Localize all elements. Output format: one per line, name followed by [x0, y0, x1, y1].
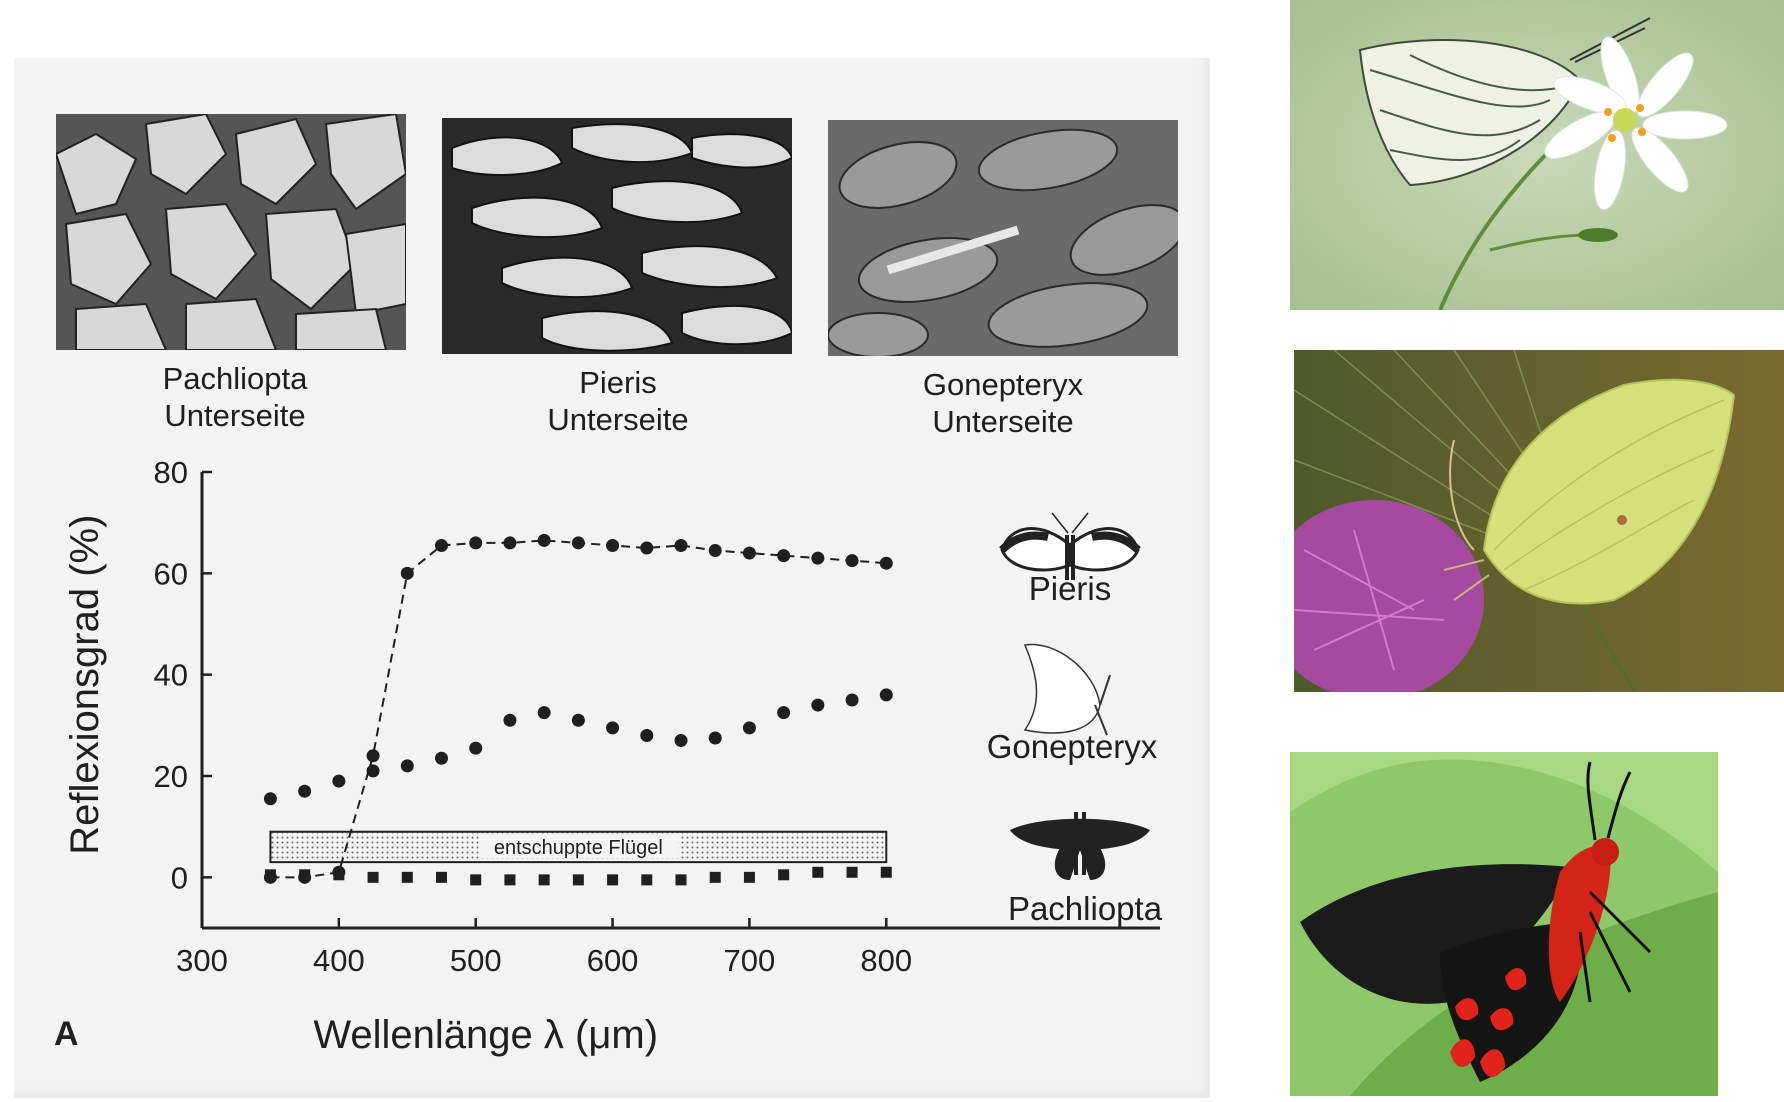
x-axis-label: Wellenlänge λ (μm) — [313, 1013, 658, 1057]
series-line-pieris — [270, 539, 887, 879]
point-pachliopta — [572, 874, 584, 886]
gonepteryx-silhouette-icon — [1023, 643, 1111, 736]
sem-image-pachliopta — [56, 114, 406, 350]
sem-image-pieris — [442, 118, 792, 354]
point-pachliopta — [709, 871, 721, 883]
point-pachliopta — [846, 866, 858, 878]
point-gonepteryx — [366, 764, 380, 778]
point-gonepteryx — [400, 759, 414, 773]
reflectance-chart: entschuppte Flügel 0 20 40 60 80 300 400 500 600… — [63, 455, 1163, 1057]
point-gonepteryx — [708, 731, 722, 745]
chart-band: entschuppte Flügel — [269, 830, 888, 864]
point-gonepteryx — [571, 713, 585, 727]
sem-caption-side: Unterseite — [547, 402, 689, 437]
sem-caption-pieris: Pieris Unterseite — [483, 364, 753, 438]
point-pieris — [879, 556, 893, 570]
sem-caption-name: Gonepteryx — [922, 367, 1084, 402]
sem-image-gonepteryx — [828, 120, 1178, 356]
x-tick-label: 700 — [724, 943, 776, 978]
point-gonepteryx — [469, 741, 483, 755]
point-gonepteryx — [298, 784, 312, 798]
point-pachliopta — [743, 871, 755, 883]
point-gonepteryx — [263, 792, 277, 806]
pachliopta-silhouette-icon — [1010, 812, 1150, 880]
point-pachliopta — [264, 869, 276, 881]
point-gonepteryx — [332, 774, 346, 788]
point-pieris — [469, 536, 483, 550]
point-pieris — [400, 566, 414, 580]
point-gonepteryx — [435, 751, 448, 765]
y-tick-label: 80 — [154, 455, 188, 490]
sem-caption-name: Pachliopta — [162, 361, 308, 396]
point-pachliopta — [436, 871, 447, 883]
y-tick-label: 0 — [171, 860, 188, 895]
chart-legend-art — [999, 512, 1150, 880]
sem-caption-gonepteryx: Gonepteryx Unterseite — [868, 366, 1138, 440]
legend-label-pachliopta: Pachliopta — [1008, 890, 1163, 927]
point-pachliopta — [333, 869, 345, 881]
point-pieris — [777, 549, 791, 563]
band-label: entschuppte Flügel — [494, 837, 663, 859]
point-gonepteryx — [811, 698, 825, 712]
gonepteryx-photo — [1294, 350, 1784, 692]
point-pachliopta — [504, 874, 516, 886]
point-pieris — [435, 538, 448, 552]
sem-caption-pachliopta: Pachliopta Unterseite — [100, 360, 370, 434]
point-pieris — [811, 551, 825, 565]
legend-label-gonepteryx: Gonepteryx — [987, 728, 1158, 765]
chart-labels: 0 20 40 60 80 300 400 500 600 700 800 Wellenlänge λ… — [63, 455, 1163, 1057]
point-gonepteryx — [537, 706, 551, 720]
pachliopta-photo — [1290, 752, 1718, 1096]
point-pachliopta — [812, 866, 824, 878]
pieris-photo — [1290, 0, 1784, 310]
point-pachliopta — [299, 869, 311, 881]
x-tick-label: 500 — [450, 943, 502, 978]
panel-letter: A — [54, 1015, 79, 1053]
point-gonepteryx — [640, 728, 654, 742]
point-gonepteryx — [674, 734, 688, 748]
x-tick-label: 400 — [313, 943, 365, 978]
x-tick-label: 800 — [860, 943, 912, 978]
point-pieris — [366, 749, 380, 763]
point-gonepteryx — [777, 706, 791, 720]
x-tick-label: 300 — [176, 943, 228, 978]
point-pieris — [503, 536, 517, 550]
x-tick-label: 600 — [587, 943, 639, 978]
y-tick-label: 20 — [154, 759, 188, 794]
sem-caption-name: Pieris — [579, 365, 657, 400]
point-pachliopta — [880, 866, 892, 878]
point-pieris — [674, 538, 688, 552]
point-gonepteryx — [606, 721, 620, 735]
point-pachliopta — [538, 874, 550, 886]
point-pachliopta — [778, 869, 790, 881]
point-pachliopta — [470, 874, 482, 886]
point-gonepteryx — [879, 688, 893, 702]
point-pieris — [537, 533, 551, 547]
point-pieris — [708, 544, 722, 558]
legend-label-pieris: Pieris — [1029, 570, 1112, 607]
chart-marks — [263, 533, 893, 886]
point-pieris — [640, 541, 654, 555]
point-pieris — [845, 554, 859, 568]
point-pachliopta — [607, 874, 619, 886]
sem-caption-side: Unterseite — [932, 404, 1074, 439]
point-pieris — [742, 546, 756, 560]
y-tick-label: 60 — [154, 556, 188, 591]
point-pachliopta — [401, 871, 413, 883]
point-gonepteryx — [503, 713, 517, 727]
chart-axes — [200, 470, 1160, 930]
point-gonepteryx — [742, 721, 756, 735]
y-axis-label: Reflexionsgrad (%) — [63, 515, 107, 855]
y-tick-label: 40 — [154, 658, 188, 693]
sem-caption-side: Unterseite — [164, 398, 306, 433]
point-pieris — [571, 536, 585, 550]
point-pieris — [606, 538, 620, 552]
point-pachliopta — [675, 874, 687, 886]
pieris-silhouette-icon — [999, 512, 1141, 580]
point-gonepteryx — [845, 693, 859, 707]
point-pachliopta — [641, 874, 653, 886]
band-label-bg — [478, 835, 679, 859]
point-pachliopta — [367, 871, 379, 883]
